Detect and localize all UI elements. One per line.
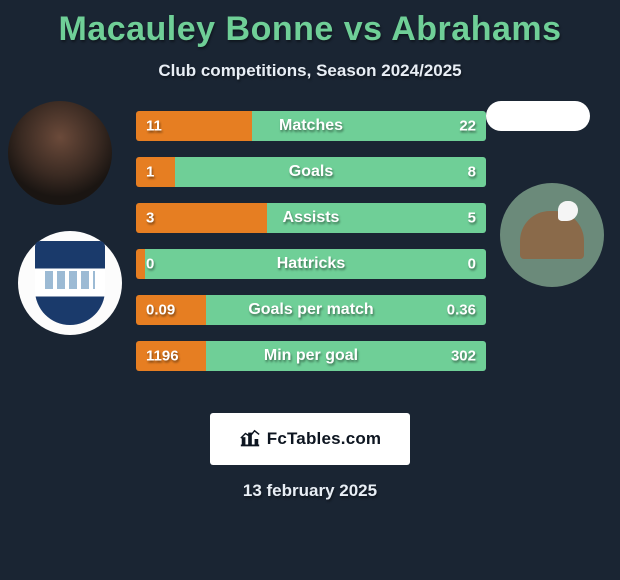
comparison-card: Macauley Bonne vs Abrahams Club competit… xyxy=(0,0,620,501)
subtitle: Club competitions, Season 2024/2025 xyxy=(0,61,620,81)
stat-label: Hattricks xyxy=(136,255,486,273)
stat-overlay: 0 Hattricks 0 xyxy=(136,249,486,279)
player-right-avatar xyxy=(486,101,590,131)
stat-row-hattricks: 0 Hattricks 0 xyxy=(136,249,486,279)
stat-row-gpm: 0.09 Goals per match 0.36 xyxy=(136,295,486,325)
stat-left-value: 0.09 xyxy=(146,302,175,319)
stat-right-value: 5 xyxy=(468,210,476,227)
club-left-crest-icon xyxy=(35,241,105,325)
stat-label: Goals per match xyxy=(136,301,486,319)
stat-right-value: 8 xyxy=(468,164,476,181)
stat-label: Assists xyxy=(136,209,486,227)
chart-bars-icon xyxy=(239,428,261,450)
stat-row-assists: 3 Assists 5 xyxy=(136,203,486,233)
stat-right-value: 22 xyxy=(459,118,476,135)
footer-date: 13 february 2025 xyxy=(0,481,620,501)
stat-right-value: 0 xyxy=(468,256,476,273)
stat-overlay: 1196 Min per goal 302 xyxy=(136,341,486,371)
stat-bars: 11 Matches 22 1 Goals 8 3 As xyxy=(136,111,486,387)
stat-row-goals: 1 Goals 8 xyxy=(136,157,486,187)
stat-left-value: 11 xyxy=(146,118,162,135)
brand-badge[interactable]: FcTables.com xyxy=(210,413,410,465)
stats-area: 11 Matches 22 1 Goals 8 3 As xyxy=(0,111,620,391)
stat-overlay: 1 Goals 8 xyxy=(136,157,486,187)
stat-overlay: 0.09 Goals per match 0.36 xyxy=(136,295,486,325)
brand-name: FcTables.com xyxy=(267,429,382,449)
stat-left-value: 0 xyxy=(146,256,154,273)
club-right-crest-icon xyxy=(520,211,584,259)
stat-row-mpg: 1196 Min per goal 302 xyxy=(136,341,486,371)
stat-label: Matches xyxy=(136,117,486,135)
stat-label: Min per goal xyxy=(136,347,486,365)
stat-left-value: 3 xyxy=(146,210,154,227)
stat-left-value: 1196 xyxy=(146,348,179,365)
stat-overlay: 3 Assists 5 xyxy=(136,203,486,233)
stat-right-value: 0.36 xyxy=(447,302,476,319)
stat-overlay: 11 Matches 22 xyxy=(136,111,486,141)
player-left-avatar xyxy=(8,101,112,205)
stat-left-value: 1 xyxy=(146,164,154,181)
page-title: Macauley Bonne vs Abrahams xyxy=(0,10,620,49)
club-right-badge xyxy=(500,183,604,287)
stat-row-matches: 11 Matches 22 xyxy=(136,111,486,141)
stat-right-value: 302 xyxy=(451,348,476,365)
stat-label: Goals xyxy=(136,163,486,181)
club-left-badge xyxy=(18,231,122,335)
